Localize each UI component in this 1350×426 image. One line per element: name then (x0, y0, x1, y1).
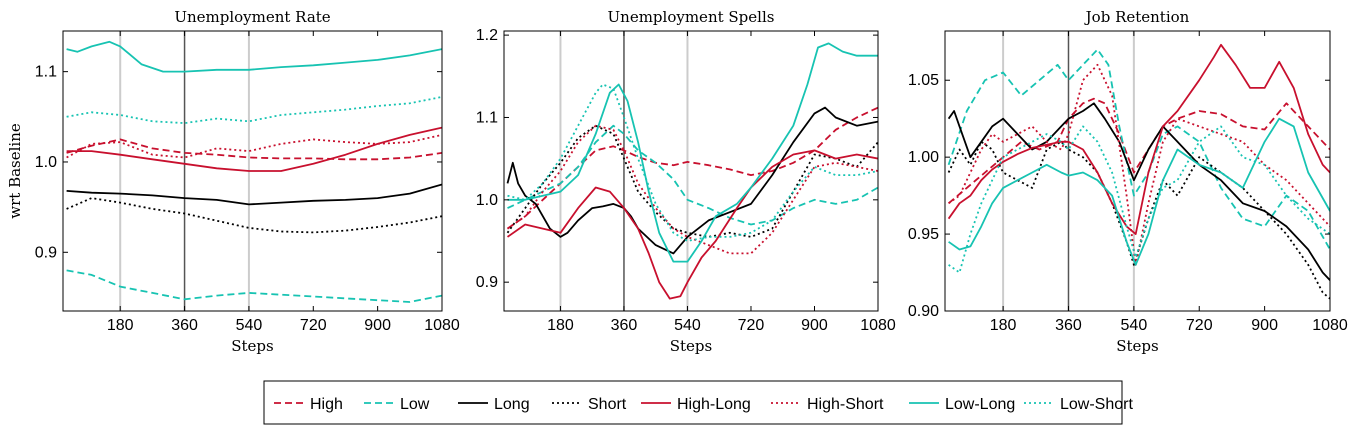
x-tick-label: 1080 (424, 317, 460, 334)
series-high-long (66, 126, 442, 172)
legend: High Low Long Short High-Long High-Short Low-L… (263, 380, 1133, 425)
series-high-short (66, 134, 442, 159)
series-high (506, 106, 878, 230)
legend-label: Short (588, 396, 627, 413)
series-group (947, 43, 1330, 300)
x-tick-label: 180 (107, 317, 134, 334)
y-tick-label: 1.0 (476, 192, 498, 209)
series-low-short (507, 83, 878, 242)
y-tick-label: 0.95 (908, 226, 939, 243)
x-tick-label: 900 (801, 317, 828, 334)
x-tick-label: 900 (1251, 317, 1278, 334)
x-tick-label: 360 (171, 317, 198, 334)
panel-1: Unemployment Rate 180 360 540 720 900 1080 0.9 1… (35, 8, 460, 355)
x-tick-label: 720 (1186, 317, 1213, 334)
series-short (66, 197, 442, 234)
x-tick-label: 180 (990, 317, 1017, 334)
series-group (506, 42, 878, 300)
y-tick-label: 1.00 (908, 149, 939, 166)
series-low-long (66, 40, 442, 73)
x-tick-label: 360 (1055, 317, 1082, 334)
y-tick-label: 0.9 (476, 274, 498, 291)
x-tick-label: 540 (674, 317, 701, 334)
x-tick-label: 1080 (1312, 317, 1348, 334)
series-long (947, 102, 1330, 281)
series-high-short (948, 63, 1330, 266)
panel-3: Job Retention 180 360 540 720 900 1080 0.90 0.95… (908, 8, 1348, 355)
plot-frame (944, 30, 1331, 312)
y-axis-label: wrt Baseline (6, 123, 24, 219)
y-tick-label: 1.1 (476, 109, 498, 126)
x-tick-label: 1080 (860, 317, 896, 334)
x-axis-label: Steps (670, 337, 712, 355)
x-tick-label: 540 (1121, 317, 1148, 334)
y-tick-label: 0.9 (35, 244, 57, 261)
plot-frame (62, 30, 443, 312)
legend-label: High (310, 396, 343, 413)
x-tick-label: 900 (364, 317, 391, 334)
series-low (507, 124, 878, 226)
series-short (506, 124, 878, 238)
legend-frame (263, 380, 1123, 425)
y-tick-label: 1.05 (908, 72, 939, 89)
y-tick-label: 0.90 (908, 303, 939, 320)
panel-title: Job Retention (1084, 8, 1190, 26)
panel-title: Unemployment Rate (174, 8, 330, 26)
plot-frame (503, 30, 879, 312)
series-low-short (948, 125, 1330, 274)
x-tick-label: 540 (236, 317, 263, 334)
series-low-short (66, 96, 442, 124)
legend-label: High-Long (677, 396, 751, 413)
x-tick-label: 720 (738, 317, 765, 334)
series-high-long (506, 149, 878, 300)
series-long (506, 106, 878, 255)
series-long (66, 183, 442, 206)
series-group (66, 40, 442, 303)
series-low-long (948, 117, 1330, 266)
panel-2: Unemployment Spells 180 360 540 720 900 1080 0.… (476, 8, 896, 355)
y-tick-label: 1.0 (35, 154, 57, 171)
series-low-long (507, 42, 878, 263)
legend-label: Low-Short (1060, 396, 1133, 413)
legend-label: Low (400, 396, 430, 413)
x-axis-label: Steps (1116, 337, 1158, 355)
x-tick-label: 360 (611, 317, 638, 334)
y-tick-label: 1.2 (476, 27, 498, 44)
x-tick-label: 180 (547, 317, 574, 334)
x-axis-label: Steps (231, 337, 273, 355)
legend-label: Long (494, 396, 530, 413)
series-high-short (506, 124, 878, 255)
series-high (66, 138, 442, 161)
y-tick-label: 1.1 (35, 64, 57, 81)
series-low (66, 269, 442, 303)
legend-label: Low-Long (945, 396, 1015, 413)
legend-label: High-Short (807, 396, 884, 413)
series-low (947, 48, 1330, 250)
panel-title: Unemployment Spells (608, 8, 775, 26)
x-tick-label: 720 (300, 317, 327, 334)
